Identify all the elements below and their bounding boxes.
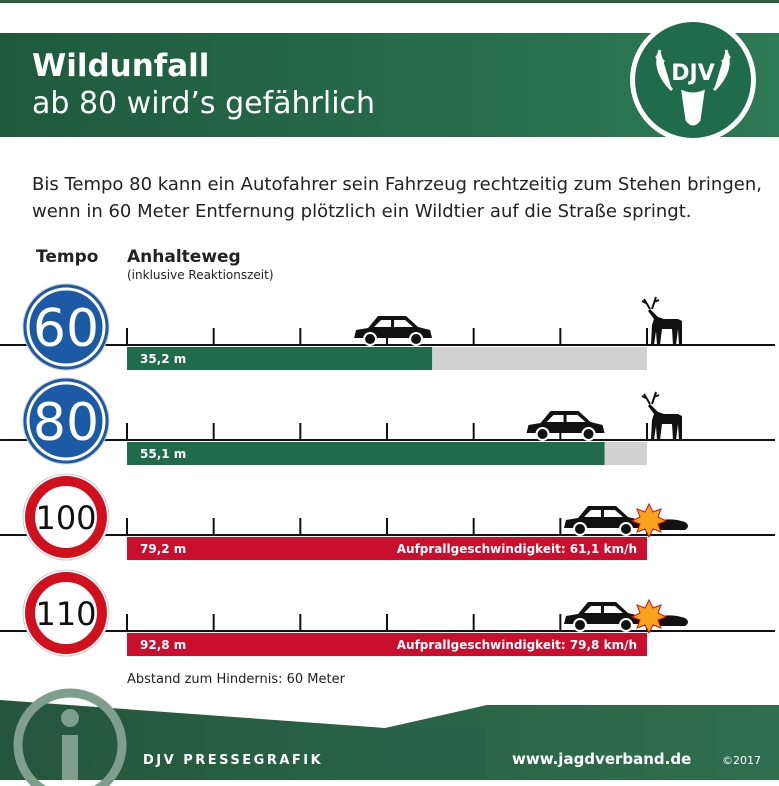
value-subtitle: (inklusive Reaktionszeit): [127, 268, 274, 282]
car: [354, 316, 433, 346]
category-title: Tempo: [36, 247, 98, 267]
speed-sign: [26, 381, 106, 461]
bar: [127, 347, 433, 370]
speed-sign: [25, 572, 107, 654]
deer: [641, 391, 682, 440]
car-window: [546, 415, 586, 422]
footer: DJV PRESSEGRAFIK www.jagdverband.de ©201…: [0, 688, 779, 786]
info-icon-bar: [62, 735, 78, 780]
deer-body: [648, 404, 682, 440]
logo: [635, 22, 751, 138]
deer-antlers: [641, 296, 660, 310]
car-window: [584, 510, 623, 517]
car-body: [564, 602, 642, 624]
impact-label: Aufprallgeschwindigkeit: 79,8 km/h: [397, 638, 637, 652]
speed-label: 60: [33, 299, 99, 359]
value-label: 92,8 m: [140, 638, 186, 652]
info-icon-dot: [61, 709, 79, 727]
speed-label: 100: [35, 499, 96, 537]
value-label: 55,1 m: [140, 447, 186, 461]
wheel: [573, 618, 587, 632]
intro-line: wenn in 60 Meter Entfernung plötzlich ei…: [32, 201, 692, 222]
bar: [127, 633, 647, 656]
logo-text: DJV: [671, 61, 714, 86]
car: [564, 602, 642, 632]
speed-label: 110: [35, 595, 96, 633]
value-label: 35,2 m: [140, 352, 186, 366]
footer-block: [383, 728, 487, 780]
car: [526, 411, 605, 441]
top-border: [0, 0, 779, 3]
deer-body: [648, 309, 682, 345]
car-body: [526, 411, 605, 433]
intro-line: Bis Tempo 80 kann ein Autofahrer sein Fa…: [32, 174, 762, 195]
value-title: Anhalteweg: [127, 247, 241, 267]
impact-burst: [630, 598, 668, 635]
subtitle: ab 80 wird’s gefährlich: [32, 86, 375, 121]
speed-sign: [25, 476, 107, 558]
speed-label: 80: [33, 393, 99, 453]
deer-antlers: [641, 391, 660, 405]
car-window: [584, 606, 623, 613]
impact-burst: [630, 502, 668, 539]
impact-label: Aufprallgeschwindigkeit: 61,1 km/h: [397, 542, 637, 556]
bar: [127, 442, 605, 465]
car-body: [354, 316, 433, 338]
wheel: [619, 522, 633, 536]
deer: [641, 296, 682, 345]
footer-url: www.jagdverband.de: [512, 750, 691, 768]
title: Wildunfall: [32, 48, 209, 84]
note: Abstand zum Hindernis: 60 Meter: [127, 672, 346, 687]
footer-label: DJV PRESSEGRAFIK: [143, 753, 323, 768]
car-body: [564, 506, 642, 528]
wheel: [535, 427, 550, 441]
wheel: [573, 522, 587, 536]
car: [564, 506, 642, 536]
info-icon: [13, 688, 127, 786]
car-window: [374, 320, 414, 327]
value-label: 79,2 m: [140, 542, 186, 556]
wheel: [619, 618, 633, 632]
bar: [127, 537, 647, 560]
speed-sign: [26, 287, 106, 367]
wheel: [409, 332, 424, 346]
wheel: [581, 427, 596, 441]
logo-antlers: [655, 49, 731, 126]
copyright: ©2017: [722, 754, 761, 767]
wheel: [363, 332, 378, 346]
